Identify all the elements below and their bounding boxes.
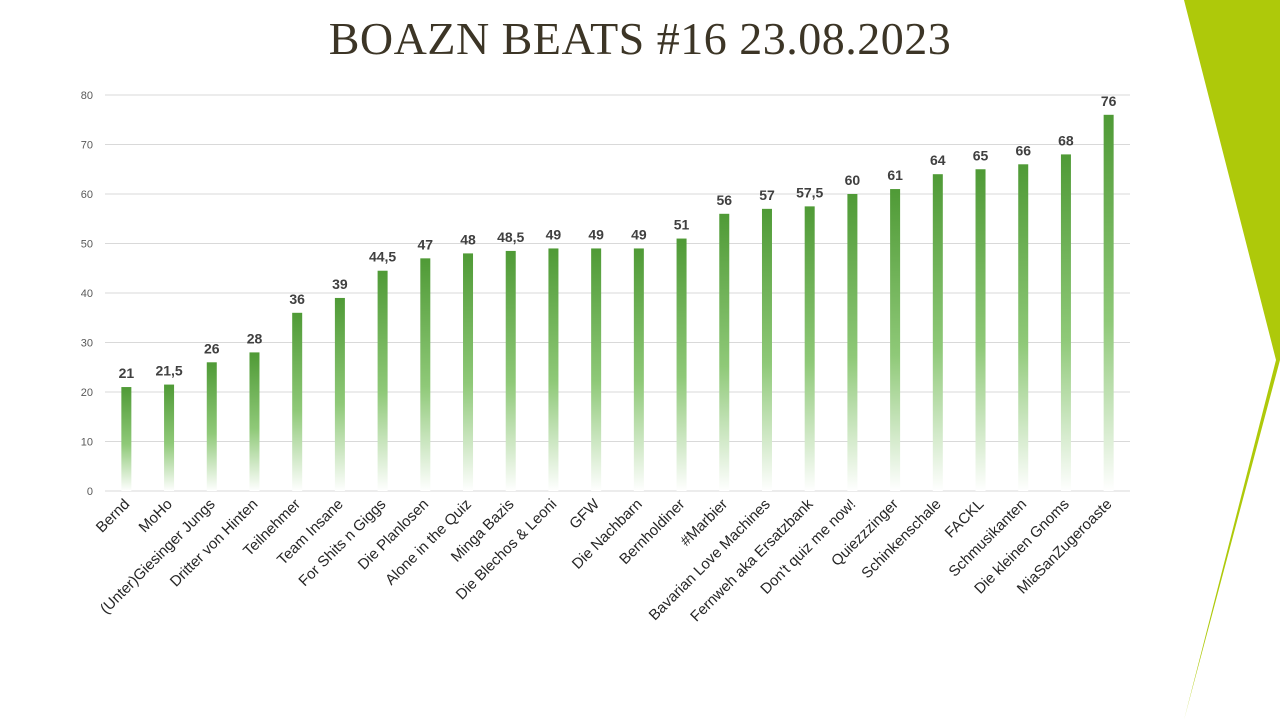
y-axis-tick-labels: 0 10 20 30 40 50 60 70 80: [81, 90, 93, 498]
bar: [420, 258, 431, 491]
arrow-shape: [1184, 0, 1280, 720]
data-label: 51: [674, 217, 690, 233]
bar: [804, 206, 815, 491]
data-labels: 21 21,5 26 28 36 39 44,5 47 48 48,5 49 49 49 51 56 57 57…: [119, 93, 1117, 381]
y-tick-label: 50: [81, 239, 93, 251]
data-label: 56: [716, 192, 732, 208]
data-label: 64: [930, 152, 946, 168]
data-label: 48: [460, 231, 476, 247]
bar: [676, 238, 687, 491]
y-tick-label: 10: [81, 437, 93, 449]
data-label: 68: [1058, 132, 1074, 148]
bar: [463, 253, 474, 491]
bar: [505, 250, 516, 491]
data-label: 66: [1015, 142, 1031, 158]
data-label: 49: [588, 226, 604, 242]
category-label: Bernd: [93, 496, 133, 536]
bar: [591, 248, 602, 491]
bars: [121, 114, 1114, 492]
bar: [548, 248, 559, 491]
y-tick-label: 60: [81, 189, 93, 201]
y-tick-label: 70: [81, 140, 93, 152]
bar: [890, 189, 901, 492]
data-label: 57,5: [796, 184, 823, 200]
bar: [1103, 114, 1114, 492]
y-tick-label: 30: [81, 338, 93, 350]
data-label: 28: [247, 330, 263, 346]
bar: [292, 312, 303, 491]
bar: [334, 297, 345, 491]
bar: [761, 208, 772, 491]
data-label: 36: [289, 291, 305, 307]
data-label: 21,5: [155, 363, 182, 379]
bar: [1060, 154, 1071, 491]
green-arrow-decoration: [1184, 0, 1280, 720]
data-label: 44,5: [369, 249, 396, 265]
y-tick-label: 80: [81, 90, 93, 102]
gridlines: [105, 94, 1130, 492]
data-label: 60: [845, 172, 861, 188]
data-label: 39: [332, 276, 348, 292]
category-label: Schinkenschale: [858, 496, 944, 582]
bar: [206, 362, 217, 491]
bar: [1018, 164, 1029, 492]
data-label: 76: [1101, 93, 1117, 109]
data-label: 47: [418, 236, 434, 252]
y-tick-label: 20: [81, 387, 93, 399]
data-label: 65: [973, 147, 989, 163]
y-tick-label: 40: [81, 288, 93, 300]
bar: [377, 270, 388, 491]
bar: [932, 174, 943, 491]
data-label: 49: [546, 226, 562, 242]
data-label: 57: [759, 187, 775, 203]
chart-title: BOAZN BEATS #16 23.08.2023: [328, 13, 952, 64]
bar: [121, 387, 132, 491]
bar: [975, 169, 986, 491]
bar: [847, 194, 858, 491]
y-tick-label: 0: [87, 486, 93, 498]
bar: [164, 384, 175, 491]
data-label: 26: [204, 340, 220, 356]
data-label: 49: [631, 226, 647, 242]
category-label: MoHo: [136, 496, 176, 536]
bar: [249, 352, 260, 491]
data-label: 61: [887, 167, 903, 183]
bar: [633, 248, 644, 491]
data-label: 21: [119, 365, 135, 381]
bar: [719, 213, 730, 492]
category-label: GFW: [566, 495, 603, 532]
data-label: 48,5: [497, 229, 524, 245]
